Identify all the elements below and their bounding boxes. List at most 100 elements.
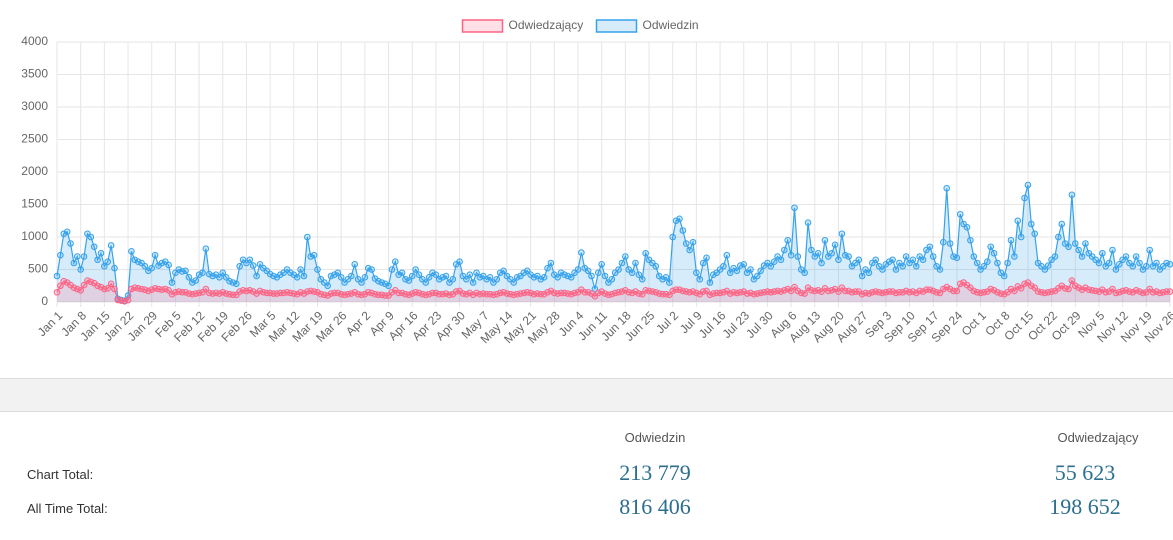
data-point xyxy=(956,280,964,288)
data-point xyxy=(652,262,660,270)
data-point xyxy=(473,289,480,297)
data-point xyxy=(185,274,193,281)
data-point xyxy=(348,272,355,280)
data-point xyxy=(466,271,474,279)
data-point xyxy=(801,269,808,277)
data-point xyxy=(1014,283,1022,290)
data-point xyxy=(527,289,534,297)
data-point xyxy=(496,269,504,277)
data-point xyxy=(84,277,91,284)
x-tick-label: Jul 2 xyxy=(653,308,681,336)
data-point xyxy=(80,253,88,260)
data-point xyxy=(368,266,375,273)
data-point xyxy=(226,277,233,285)
data-point xyxy=(984,258,991,266)
data-point xyxy=(973,259,981,267)
data-point xyxy=(168,279,176,286)
data-point xyxy=(622,287,629,294)
data-point xyxy=(598,288,605,295)
data-point xyxy=(67,240,74,247)
data-point xyxy=(659,275,666,283)
data-point xyxy=(375,277,382,285)
x-tick-label: Jul 30 xyxy=(743,308,776,341)
data-point xyxy=(57,282,64,290)
data-point xyxy=(1129,288,1137,296)
data-point xyxy=(161,285,169,293)
data-point xyxy=(953,287,961,295)
data-point xyxy=(845,253,852,260)
data-point xyxy=(60,230,68,238)
data-point xyxy=(483,275,490,283)
data-point xyxy=(124,296,132,304)
data-point xyxy=(293,290,301,298)
data-point xyxy=(879,266,886,273)
series-area xyxy=(57,185,1170,302)
data-point xyxy=(300,272,308,280)
data-point xyxy=(368,289,375,297)
data-point xyxy=(1000,290,1008,298)
data-point xyxy=(1122,287,1130,294)
data-point xyxy=(175,266,183,273)
data-point xyxy=(128,285,135,293)
data-point xyxy=(814,249,822,257)
data-point xyxy=(865,269,873,277)
data-point xyxy=(111,285,118,293)
data-point xyxy=(831,241,839,249)
data-point xyxy=(666,279,673,286)
data-point xyxy=(706,291,714,299)
data-point xyxy=(202,245,210,252)
data-point xyxy=(219,269,227,277)
data-point xyxy=(578,249,585,256)
data-point xyxy=(889,288,896,295)
data-point xyxy=(104,285,112,292)
data-point xyxy=(1143,262,1150,270)
data-point xyxy=(493,275,501,283)
y-tick-label: 2000 xyxy=(21,164,48,178)
data-point xyxy=(682,240,690,247)
data-point xyxy=(486,274,494,281)
data-point xyxy=(307,253,315,260)
total-value: 213 779 xyxy=(619,460,691,485)
data-point xyxy=(632,288,639,295)
data-point xyxy=(405,291,413,299)
data-point xyxy=(442,272,450,280)
data-point xyxy=(395,271,402,279)
data-point xyxy=(314,266,321,273)
data-point xyxy=(557,269,565,277)
data-point xyxy=(544,264,551,272)
data-point xyxy=(87,233,95,241)
data-point xyxy=(747,266,754,273)
data-point xyxy=(422,279,430,286)
data-point xyxy=(926,243,934,251)
data-point xyxy=(628,289,636,297)
data-point xyxy=(980,262,988,270)
data-point xyxy=(956,210,964,218)
data-point xyxy=(378,279,386,286)
data-point xyxy=(388,288,396,296)
data-point xyxy=(351,288,359,296)
data-point xyxy=(858,272,866,280)
data-point xyxy=(463,290,470,298)
data-point xyxy=(1031,230,1038,238)
data-point xyxy=(1068,191,1076,199)
data-point xyxy=(1014,217,1022,225)
data-point xyxy=(1109,246,1116,254)
data-point xyxy=(598,261,605,268)
legend-label: Odwiedzający xyxy=(509,18,584,32)
data-point xyxy=(584,267,592,275)
data-point xyxy=(182,267,189,275)
data-point xyxy=(1132,287,1140,294)
data-point xyxy=(449,275,457,283)
data-point xyxy=(121,298,128,305)
data-point xyxy=(381,280,389,288)
data-point xyxy=(70,284,78,292)
data-point xyxy=(314,288,321,296)
data-point xyxy=(757,267,764,275)
data-point xyxy=(601,272,609,280)
data-point xyxy=(909,288,917,295)
data-point xyxy=(141,262,149,270)
data-point xyxy=(510,279,518,286)
data-point xyxy=(107,242,115,249)
data-point xyxy=(1017,233,1025,241)
data-point xyxy=(128,248,135,255)
